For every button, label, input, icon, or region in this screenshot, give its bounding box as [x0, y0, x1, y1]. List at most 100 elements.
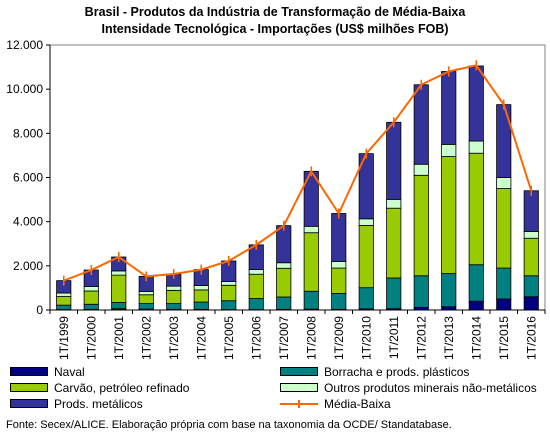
- bar-segment: [276, 225, 292, 264]
- x-tick-label: 1T/2008: [304, 316, 318, 360]
- bar-segment: [303, 225, 319, 234]
- bar-segment: [523, 237, 539, 277]
- x-tick-label: 1T/1999: [57, 316, 71, 360]
- legend-swatch-metalicos: [10, 399, 48, 408]
- bar-segment: [193, 301, 209, 310]
- chart-title: Brasil - Produtos da Indústria de Transf…: [84, 5, 466, 19]
- bar-segment: [221, 300, 237, 310]
- y-tick-label: 4.000: [13, 215, 43, 229]
- legend-label-media-baixa: Média-Baixa: [324, 397, 391, 411]
- x-tick-label: 1T/2012: [414, 316, 428, 360]
- bar-segment: [441, 143, 457, 157]
- bar-segment: [331, 267, 347, 294]
- bar-segment: [221, 281, 237, 286]
- bar-segment: [56, 292, 72, 297]
- legend-swatch-naval: [10, 367, 48, 376]
- x-tick-label: 1T/2010: [359, 316, 373, 360]
- x-tick-label: 1T/2005: [222, 316, 236, 360]
- bar-segment: [358, 218, 374, 226]
- bar-segment: [111, 302, 127, 310]
- bar-segment: [276, 262, 292, 269]
- bar-segment: [468, 300, 484, 311]
- bar-segment: [276, 296, 292, 310]
- bar-segment: [83, 290, 99, 305]
- bar-segment: [386, 207, 402, 279]
- x-tick-label: 1T/2002: [139, 316, 153, 360]
- x-tick-label: 1T/2013: [442, 316, 456, 360]
- bar-segment: [468, 65, 484, 142]
- bar-segment: [523, 231, 539, 239]
- x-tick-label: 1T/2000: [84, 316, 98, 360]
- x-tick-label: 1T/2016: [524, 316, 538, 360]
- bar-segment: [523, 190, 539, 233]
- legend-label-borracha: Borracha e prods. plásticos: [324, 365, 470, 379]
- bar-segment: [166, 285, 182, 291]
- bar-segment: [413, 174, 429, 277]
- bar-segment: [331, 293, 347, 310]
- bar-segment: [386, 277, 402, 310]
- bar-segment: [496, 298, 512, 311]
- bar-segment: [166, 303, 182, 310]
- legend-label-carvao: Carvão, petróleo refinado: [54, 381, 190, 395]
- bar-segment: [111, 274, 127, 303]
- bar-segment: [83, 286, 99, 292]
- bar-segment: [358, 287, 374, 310]
- line-series-media-baixa: [63, 64, 533, 282]
- bar-segment: [56, 304, 72, 310]
- bar-segment: [248, 269, 264, 275]
- source-note: Fonte: Secex/ALICE. Elaboração própria c…: [6, 419, 452, 431]
- bar-segment: [441, 71, 457, 145]
- bar-segment: [413, 163, 429, 176]
- bar-segment: [496, 177, 512, 189]
- x-tick-label: 1T/2011: [387, 316, 401, 359]
- bar-segment: [496, 104, 512, 178]
- bar-segment: [386, 198, 402, 209]
- bar-segment: [303, 232, 319, 292]
- x-tick-label: 1T/2015: [497, 316, 511, 360]
- bar-segment: [413, 275, 429, 308]
- bar-segment: [83, 303, 99, 310]
- bar-segment: [441, 273, 457, 308]
- bar-segment: [523, 296, 539, 311]
- y-tick-label: 8.000: [13, 126, 43, 140]
- x-tick-label: 1T/2009: [332, 316, 346, 360]
- bar-segment: [276, 267, 292, 298]
- legend-swatch-carvao: [10, 383, 48, 392]
- legend-label-outros-minerais: Outros produtos minerais não-metálicos: [324, 381, 537, 395]
- bar-segment: [303, 290, 319, 310]
- bar-segment: [138, 291, 154, 296]
- bar-segment: [386, 121, 402, 200]
- legend-line-media-baixa: [280, 400, 318, 408]
- bar-segment: [468, 264, 484, 302]
- legend-label-metalicos: Prods. metálicos: [54, 397, 143, 411]
- bar-segment: [193, 285, 209, 291]
- y-tick-label: 12.000: [6, 38, 43, 52]
- x-tick-label: 1T/2001: [112, 316, 126, 360]
- bar-segment: [441, 156, 457, 274]
- y-tick-label: 6.000: [13, 171, 43, 185]
- bar-segment: [468, 140, 484, 154]
- bar-segment: [523, 275, 539, 298]
- legend-swatch-outros-minerais: [280, 383, 318, 392]
- chart-subtitle: Intensidade Tecnológica - Importações (U…: [101, 22, 449, 36]
- bar-segment: [193, 289, 209, 303]
- bar-segment: [138, 294, 154, 304]
- bar-segment: [496, 267, 512, 300]
- bar-segment: [248, 298, 264, 310]
- bar-segment: [138, 303, 154, 310]
- bar-segment: [111, 270, 127, 276]
- bar-segment: [166, 289, 182, 304]
- bar-segment: [56, 296, 72, 306]
- legend-label-naval: Naval: [54, 365, 85, 379]
- legend-swatch-borracha: [280, 367, 318, 376]
- x-tick-label: 1T/2004: [194, 316, 208, 360]
- y-tick-label: 0: [36, 303, 43, 317]
- bar-segment: [358, 225, 374, 289]
- x-tick-label: 1T/2007: [277, 316, 291, 360]
- bar-segment: [496, 188, 512, 269]
- bar-segment: [331, 261, 347, 269]
- bar-segment: [331, 213, 347, 262]
- y-tick-label: 2.000: [13, 259, 43, 273]
- x-tick-label: 1T/2014: [469, 316, 483, 360]
